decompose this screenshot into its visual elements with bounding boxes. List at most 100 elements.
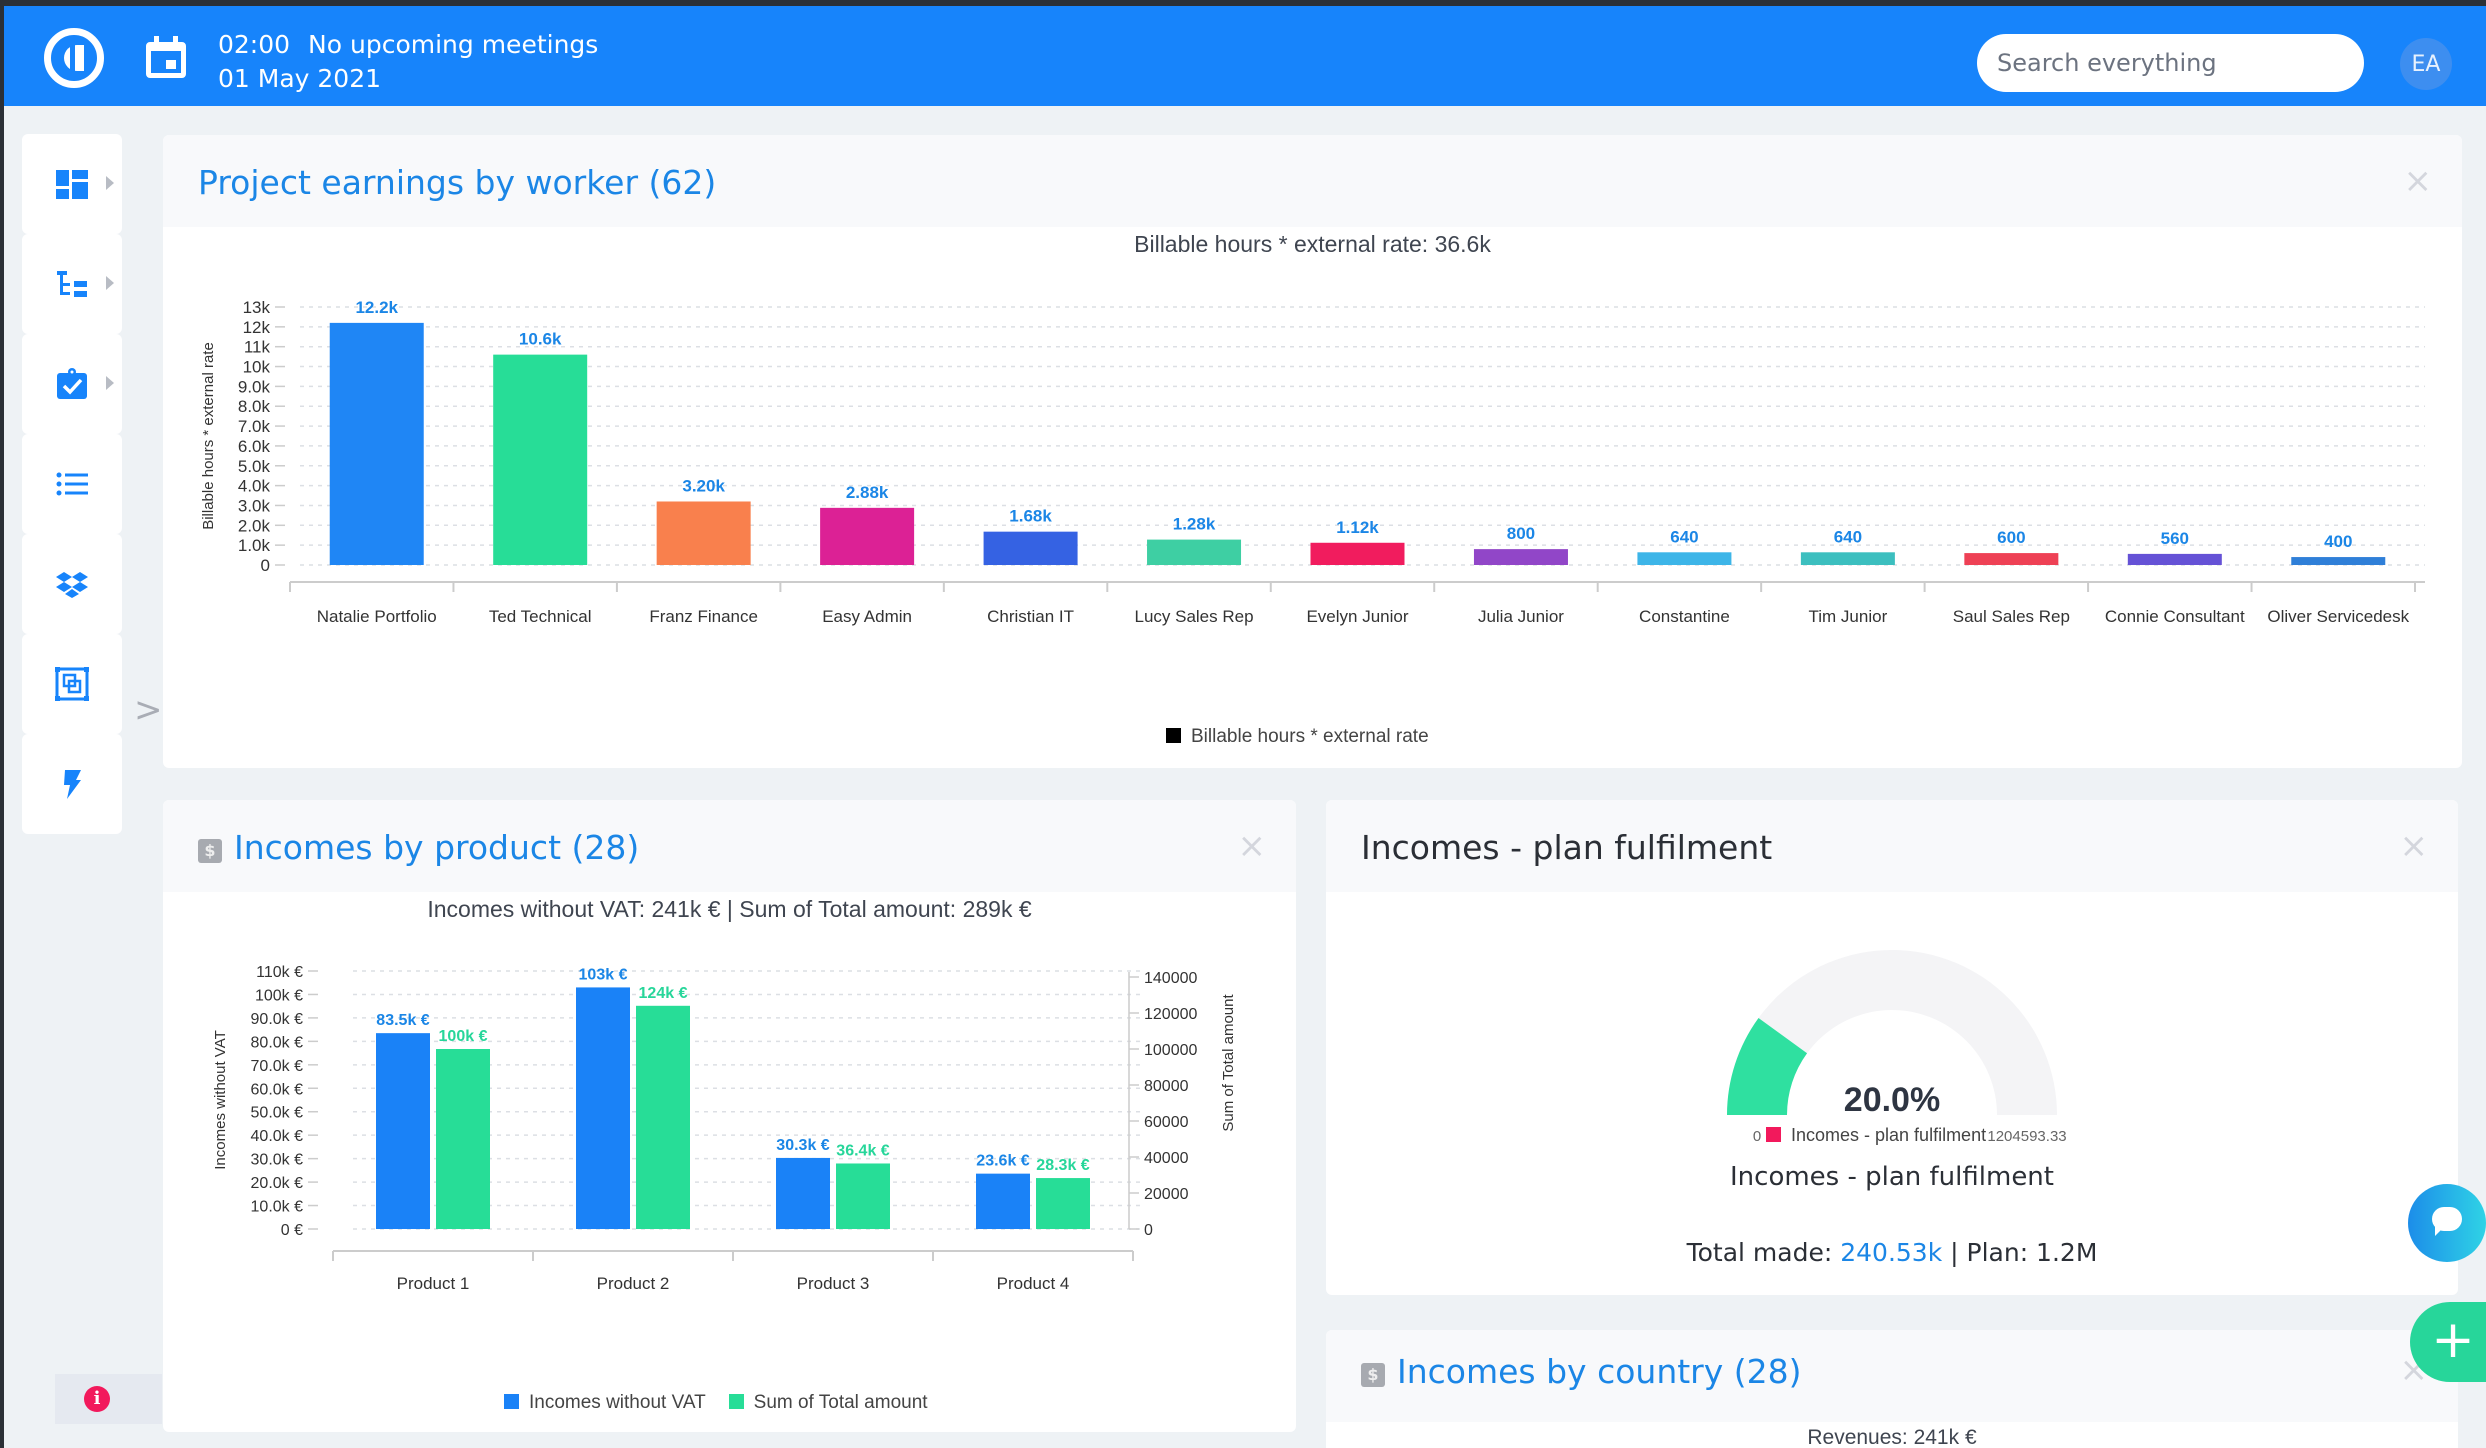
data-label: 10.6k [519, 330, 562, 349]
sidebar-item-dashboard[interactable] [22, 134, 122, 234]
y-tick-label: 70.0k € [251, 1058, 304, 1075]
sidebar-item-actions[interactable] [22, 734, 122, 834]
y-tick-label-right: 0 [1144, 1222, 1153, 1239]
legend-item[interactable]: Sum of Total amount [728, 1392, 928, 1413]
clipboard-check-icon [57, 368, 87, 399]
y-tick-label-right: 40000 [1144, 1150, 1189, 1167]
dashboard-icon [56, 170, 88, 199]
sidebar-item-tasks[interactable] [22, 334, 122, 434]
window-top-edge [0, 0, 2486, 6]
x-tick-label: Saul Sales Rep [1953, 607, 2070, 626]
bar [2291, 557, 2386, 565]
close-icon[interactable]: × [1237, 826, 1267, 866]
data-label: 3.20k [682, 476, 725, 495]
y-tick-label: 10.0k € [251, 1199, 304, 1216]
y-tick-label: 13k [243, 298, 271, 317]
earnings-bar-chart: Billable hours * external rate01.0k2.0k3… [200, 298, 2425, 626]
legend-item[interactable]: Incomes without VAT [504, 1392, 705, 1413]
calendar-icon[interactable] [146, 36, 186, 78]
panel-title-text: Incomes by product (28) [234, 828, 640, 867]
panel-header: $ Incomes by country (28) × [1326, 1330, 2458, 1422]
data-label: 800 [1507, 524, 1535, 543]
panel-title[interactable]: Incomes - plan fulfilment [1361, 828, 1773, 867]
lightning-icon [64, 770, 81, 799]
y-tick-label-right: 60000 [1144, 1114, 1189, 1131]
data-label: 36.4k € [836, 1142, 889, 1159]
panel-title[interactable]: $ Incomes by country (28) [1361, 1352, 1802, 1391]
bar [636, 1005, 690, 1229]
bar [776, 1157, 830, 1229]
plus-icon: + [2431, 1310, 2475, 1370]
list-icon [56, 472, 88, 496]
close-icon[interactable]: × [2403, 161, 2433, 201]
chart-title: Incomes without VAT: 241k € | Sum of Tot… [427, 896, 1032, 922]
y-tick-label: 60.0k € [251, 1081, 304, 1098]
sidebar-expand-chevron-icon[interactable]: > [134, 690, 163, 730]
y-tick-label: 7.0k [238, 417, 271, 436]
meetings-widget[interactable]: 02:00 No upcoming meetings 01 May 2021 [218, 28, 598, 96]
data-label: 124k € [639, 985, 688, 1002]
user-avatar[interactable]: EA [2400, 38, 2452, 90]
sidebar-item-list[interactable] [22, 434, 122, 534]
data-label: 2.88k [846, 483, 889, 502]
chart-legend[interactable]: Billable hours * external rate [1166, 726, 1429, 748]
x-tick-label: Franz Finance [649, 607, 758, 626]
bar [820, 507, 915, 565]
dropbox-icon [56, 572, 88, 598]
panel-title[interactable]: Project earnings by worker (62) [198, 163, 717, 202]
data-label: 400 [2324, 532, 2352, 551]
x-tick-label: Tim Junior [1809, 607, 1888, 626]
dollar-icon: $ [1361, 1363, 1385, 1387]
bar [1036, 1178, 1090, 1229]
y-tick-label: 2.0k [238, 516, 271, 535]
plan-value: | Plan: 1.2M [1942, 1238, 2098, 1267]
sidebar-item-resize[interactable] [22, 634, 122, 734]
meetings-status: No upcoming meetings [308, 30, 599, 59]
data-label: 1.12k [1336, 518, 1379, 537]
chat-button[interactable] [2408, 1184, 2486, 1262]
product-bar-chart: Incomes without VAT Sum of Total amount 0 … [212, 964, 1237, 1293]
submenu-caret-icon [106, 376, 114, 390]
x-tick-label: Connie Consultant [2105, 607, 2245, 626]
x-tick-label: Evelyn Junior [1306, 607, 1408, 626]
bar [1964, 553, 2059, 565]
info-icon[interactable]: i [84, 1386, 110, 1412]
data-label: 100k € [439, 1028, 488, 1045]
bar [1310, 542, 1405, 565]
y-axis-title: Incomes without VAT [212, 1030, 229, 1170]
bar [1473, 549, 1568, 565]
panel-title[interactable]: $ Incomes by product (28) [198, 828, 639, 867]
x-tick-label: Julia Junior [1478, 607, 1564, 626]
gauge-min-label: 0 [1753, 1128, 1761, 1145]
x-tick-label: Ted Technical [489, 607, 592, 626]
y-tick-label: 3.0k [238, 496, 271, 515]
legend-swatch [1766, 1127, 1781, 1142]
submenu-caret-icon [106, 176, 114, 190]
x-tick-label: Christian IT [987, 607, 1074, 626]
data-label: 83.5k € [376, 1012, 429, 1029]
search-input[interactable] [1977, 34, 2364, 92]
legend-swatch [504, 1394, 519, 1409]
bar [493, 354, 588, 565]
sidebar-item-hierarchy[interactable] [22, 234, 122, 334]
resize-frame-icon [55, 667, 89, 701]
y-tick-label: 1.0k [238, 536, 271, 555]
y-tick-label: 5.0k [238, 457, 271, 476]
add-widget-button[interactable]: + [2410, 1302, 2486, 1382]
y-axis-title: Billable hours * external rate [200, 342, 217, 530]
gauge-track [1727, 950, 2057, 1115]
panel-project-earnings: Project earnings by worker (62) × Billab… [163, 135, 2462, 768]
y-tick-label: 4.0k [238, 477, 271, 496]
y-tick-label: 11k [244, 338, 271, 357]
legend-label: Incomes - plan fulfilment [1791, 1125, 1987, 1145]
x-tick-label: Product 2 [597, 1274, 670, 1293]
bar [576, 987, 630, 1229]
close-icon[interactable]: × [2399, 826, 2429, 866]
sidebar-item-dropbox[interactable] [22, 534, 122, 634]
dollar-icon: $ [198, 839, 222, 863]
app-logo-icon[interactable] [44, 28, 104, 88]
gauge-legend[interactable]: Incomes - plan fulfilment [1766, 1125, 1986, 1146]
legend-swatch [728, 1394, 744, 1409]
total-made-value[interactable]: 240.53k [1840, 1238, 1943, 1267]
bar [376, 1033, 430, 1229]
